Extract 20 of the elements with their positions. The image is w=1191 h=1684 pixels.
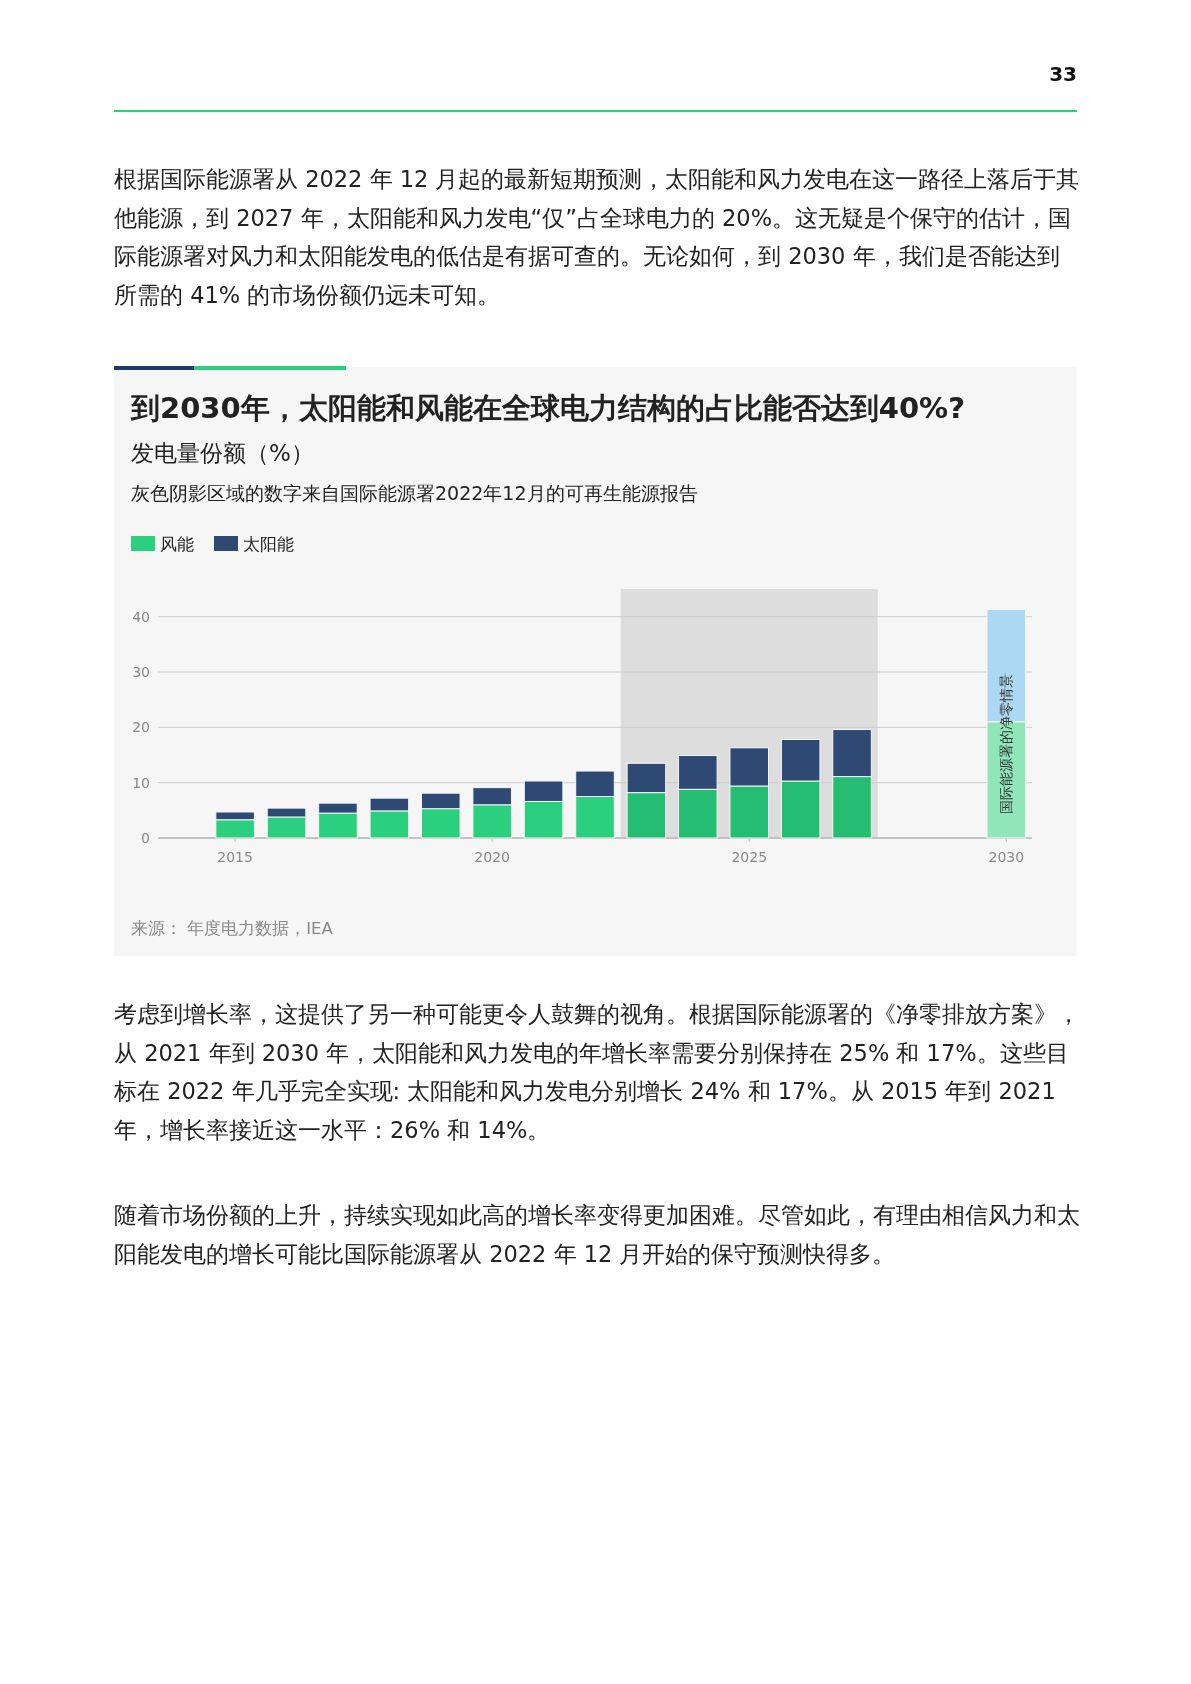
annotation: 国际能源署的净零情景 (998, 673, 1015, 814)
text: 灰色阴影区域的数字来自国际能源署2022年12月的可再生能源报告 (131, 482, 698, 504)
y-tick-label: 10 (132, 774, 150, 791)
chart-title: 到2030年，太阳能和风能在全球电力结构的占比能否达到40%? (130, 391, 965, 425)
source-note: 来源： 年度电力数据，IEA (131, 919, 334, 938)
y-tick-label: 40 (132, 608, 150, 625)
x-tick-label: 2030 (988, 849, 1025, 865)
y-tick-label: 30 (132, 664, 150, 680)
text: 根据国际能源署从 2022 年 12 月起的最新短期预测，太阳能和风力发电在这一路径上落后于其他能源，到 2027 年，太阳能和风力发电“仅”占全球电力的 20%。这无疑是个保守的估计，国际能源署对风力和太阳能发电的低估是有据可查的。无论如何，到 2030 年，我们是否能达到所需的 41% 的市场份额仍远未可知。 (114, 165, 1080, 310)
legend-label: 风能 (160, 534, 194, 554)
y-tick-label: 20 (132, 719, 150, 736)
text: 33 (1049, 62, 1077, 86)
x-tick-label: 2015 (217, 849, 253, 865)
y-tick-label: 0 (141, 830, 150, 846)
text: 随着市场份额的上升，持续实现如此高的增长率变得更加困难。尽管如此，有理由相信风力和太阳能发电的增长可能比国际能源署从 2022 年 12 月开始的保守预测快得多。 (114, 1201, 1080, 1269)
legend-label: 太阳能 (243, 534, 294, 554)
chart-subtitle: 发电量份额（%） (131, 440, 314, 466)
x-tick-label: 2025 (731, 849, 768, 865)
x-tick-label: 2020 (474, 849, 510, 865)
text: 考虑到增长率，这提供了另一种可能更令人鼓舞的视角。根据国际能源署的《净零排放方案》，从 2021 年到 2030 年，太阳能和风力发电的年增长率需要分别保持在 25% 和 17%。这些目标在 2022 年几乎完全实现: 太阳能和风力发电分别增长 24% 和 17%。从 2015 年到 2021 年，增长率接近这一水平：26% 和 14%。 (114, 1000, 1080, 1145)
